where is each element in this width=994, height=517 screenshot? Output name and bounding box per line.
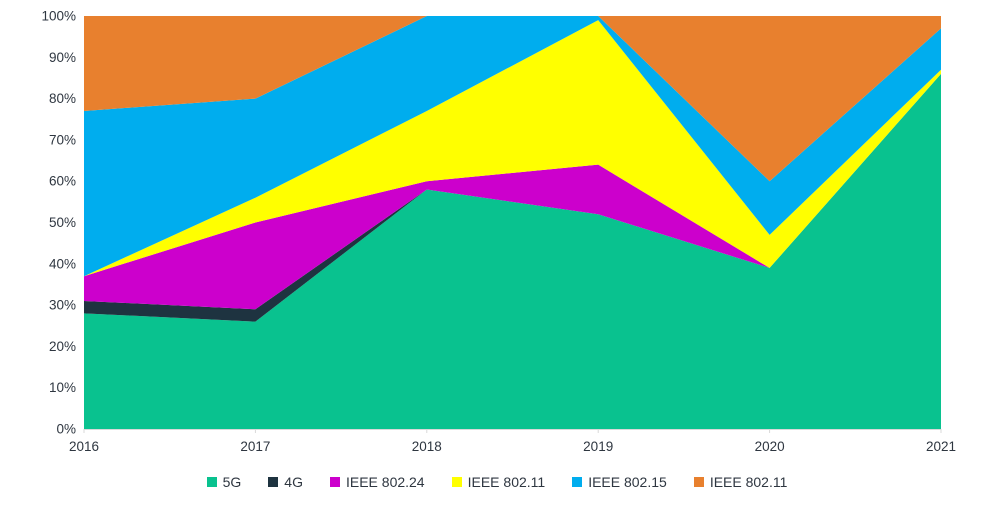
y-axis-label: 40% [49,256,76,271]
y-axis-label: 60% [49,174,76,189]
area-ieee-802-11 [84,20,941,277]
chart-canvas: 0% 10% 20% 30% 40% 50% 60% 70% 80% 90% 100% 2016 201… [41,9,956,455]
legend-item: IEEE 802.11 [451,474,546,490]
y-axis-label: 20% [49,339,76,354]
y-axis-label: 30% [49,298,76,313]
y-axis-label: 100% [41,9,76,24]
legend-swatch-icon [693,477,704,487]
y-axis-label: 50% [49,215,76,230]
legend-item: IEEE 802.11 [693,474,788,490]
x-axis-label: 2021 [926,439,956,454]
area-ieee-802-15 [84,16,941,277]
chart-legend: 5G 4G IEEE 802.24 IEEE 802.11 IEEE 802.15 IEE… [0,474,994,490]
legend-swatch-icon [451,477,462,487]
legend-item: 5G [206,474,242,490]
area-ieee-802-11 [84,16,941,182]
y-axis-label: 70% [49,132,76,147]
legend-label: IEEE 802.15 [588,474,667,490]
legend-item: IEEE 802.24 [329,474,425,490]
legend-swatch-icon [329,477,340,487]
area-ieee-802-24 [84,73,941,310]
legend-label: IEEE 802.11 [467,474,546,490]
x-axis-label: 2016 [69,439,99,454]
legend-item: IEEE 802.15 [572,474,667,490]
legend-swatch-icon [268,477,279,487]
legend-swatch-icon [206,477,217,487]
y-axis-label: 10% [49,380,76,395]
legend-label: 4G [284,474,303,490]
y-axis-label: 80% [49,91,76,106]
legend-label: 5G [222,474,242,490]
legend-label: IEEE 802.11 [709,474,788,490]
x-axis-label: 2018 [412,439,442,454]
legend-item: 4G [268,474,303,490]
legend-swatch-icon [572,477,583,487]
legend-label: IEEE 802.24 [345,474,425,490]
y-axis-label: 90% [49,50,76,65]
x-axis-label: 2017 [240,439,270,454]
x-axis-label: 2019 [583,439,613,454]
x-axis-label: 2020 [755,439,785,454]
y-axis-label: 0% [56,422,76,437]
area-5g [84,73,941,429]
